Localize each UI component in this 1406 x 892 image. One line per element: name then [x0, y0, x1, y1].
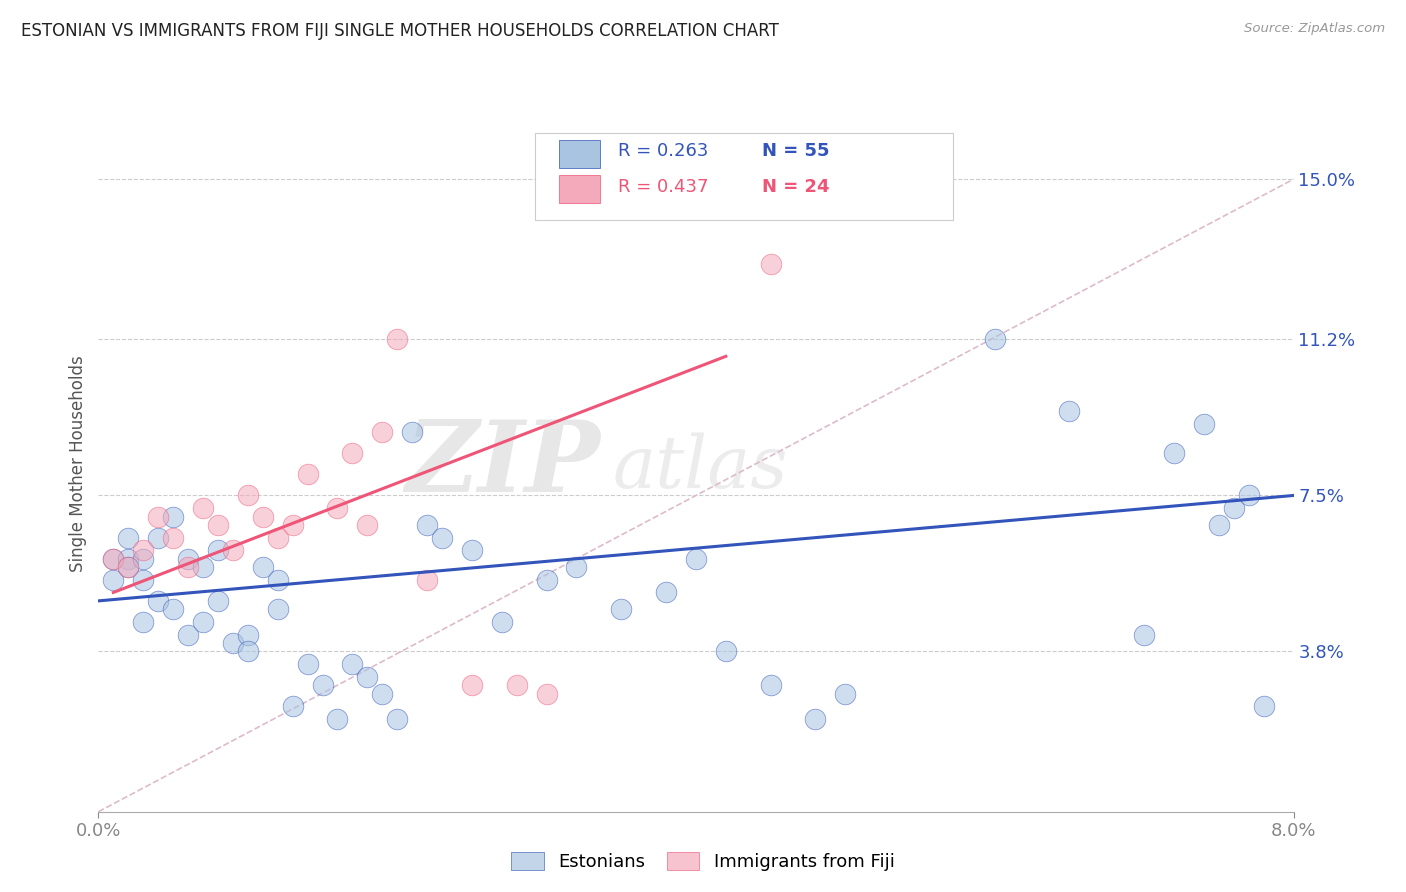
Point — [191, 501, 214, 516]
Point — [132, 551, 155, 566]
FancyBboxPatch shape — [534, 134, 953, 220]
Point — [162, 531, 184, 545]
Point — [207, 518, 229, 533]
Point — [267, 602, 290, 616]
Point — [536, 573, 558, 587]
Point — [148, 531, 170, 545]
Point — [714, 644, 737, 658]
Point — [804, 712, 827, 726]
Point — [148, 509, 170, 524]
Point — [103, 551, 125, 566]
Point — [416, 518, 439, 533]
Point — [983, 333, 1005, 347]
Point — [1222, 501, 1246, 516]
Text: N = 24: N = 24 — [762, 178, 830, 196]
Point — [759, 256, 782, 270]
Point — [326, 712, 349, 726]
Text: R = 0.437: R = 0.437 — [619, 178, 709, 196]
Point — [356, 518, 378, 533]
Point — [565, 560, 588, 574]
Point — [356, 670, 378, 684]
FancyBboxPatch shape — [558, 175, 600, 203]
Point — [162, 602, 184, 616]
Text: N = 55: N = 55 — [762, 142, 830, 160]
Text: ESTONIAN VS IMMIGRANTS FROM FIJI SINGLE MOTHER HOUSEHOLDS CORRELATION CHART: ESTONIAN VS IMMIGRANTS FROM FIJI SINGLE … — [21, 22, 779, 40]
Point — [236, 644, 259, 658]
Point — [267, 573, 290, 587]
Point — [1253, 699, 1275, 714]
Point — [177, 560, 200, 574]
Point — [461, 678, 484, 692]
Point — [281, 699, 304, 714]
Point — [117, 551, 139, 566]
Point — [236, 627, 259, 641]
Point — [177, 627, 200, 641]
Point — [311, 678, 333, 692]
Point — [326, 501, 349, 516]
Point — [103, 573, 125, 587]
Point — [132, 543, 155, 558]
Point — [103, 551, 125, 566]
Point — [536, 687, 558, 701]
Point — [430, 531, 453, 545]
Point — [281, 518, 304, 533]
Point — [1059, 404, 1081, 418]
Point — [1237, 488, 1260, 502]
Point — [267, 531, 290, 545]
Point — [401, 425, 423, 440]
Point — [162, 509, 184, 524]
Point — [1208, 518, 1230, 533]
Point — [506, 678, 529, 692]
Point — [191, 560, 214, 574]
Point — [1192, 417, 1215, 431]
Point — [416, 573, 439, 587]
Y-axis label: Single Mother Households: Single Mother Households — [69, 356, 87, 572]
Point — [759, 678, 782, 692]
Point — [834, 687, 856, 701]
Point — [191, 615, 214, 629]
Point — [1133, 627, 1156, 641]
Point — [371, 425, 394, 440]
Point — [371, 687, 394, 701]
Text: ZIP: ZIP — [405, 416, 600, 512]
Point — [132, 615, 155, 629]
Point — [236, 488, 259, 502]
Point — [610, 602, 633, 616]
Text: R = 0.263: R = 0.263 — [619, 142, 709, 160]
Point — [117, 531, 139, 545]
Point — [1163, 446, 1185, 460]
Legend: Estonians, Immigrants from Fiji: Estonians, Immigrants from Fiji — [505, 845, 901, 879]
Point — [385, 333, 409, 347]
Point — [222, 636, 245, 650]
Point — [252, 560, 274, 574]
Point — [222, 543, 245, 558]
Point — [385, 712, 409, 726]
Text: atlas: atlas — [612, 432, 787, 502]
Point — [461, 543, 484, 558]
Point — [685, 551, 707, 566]
Point — [342, 446, 364, 460]
Text: Source: ZipAtlas.com: Source: ZipAtlas.com — [1244, 22, 1385, 36]
Point — [297, 467, 319, 482]
Point — [655, 585, 678, 599]
Point — [132, 573, 155, 587]
Point — [252, 509, 274, 524]
FancyBboxPatch shape — [558, 140, 600, 169]
Point — [177, 551, 200, 566]
Point — [148, 594, 170, 608]
Point — [117, 560, 139, 574]
Point — [491, 615, 513, 629]
Point — [207, 594, 229, 608]
Point — [207, 543, 229, 558]
Point — [297, 657, 319, 672]
Point — [342, 657, 364, 672]
Point — [117, 560, 139, 574]
